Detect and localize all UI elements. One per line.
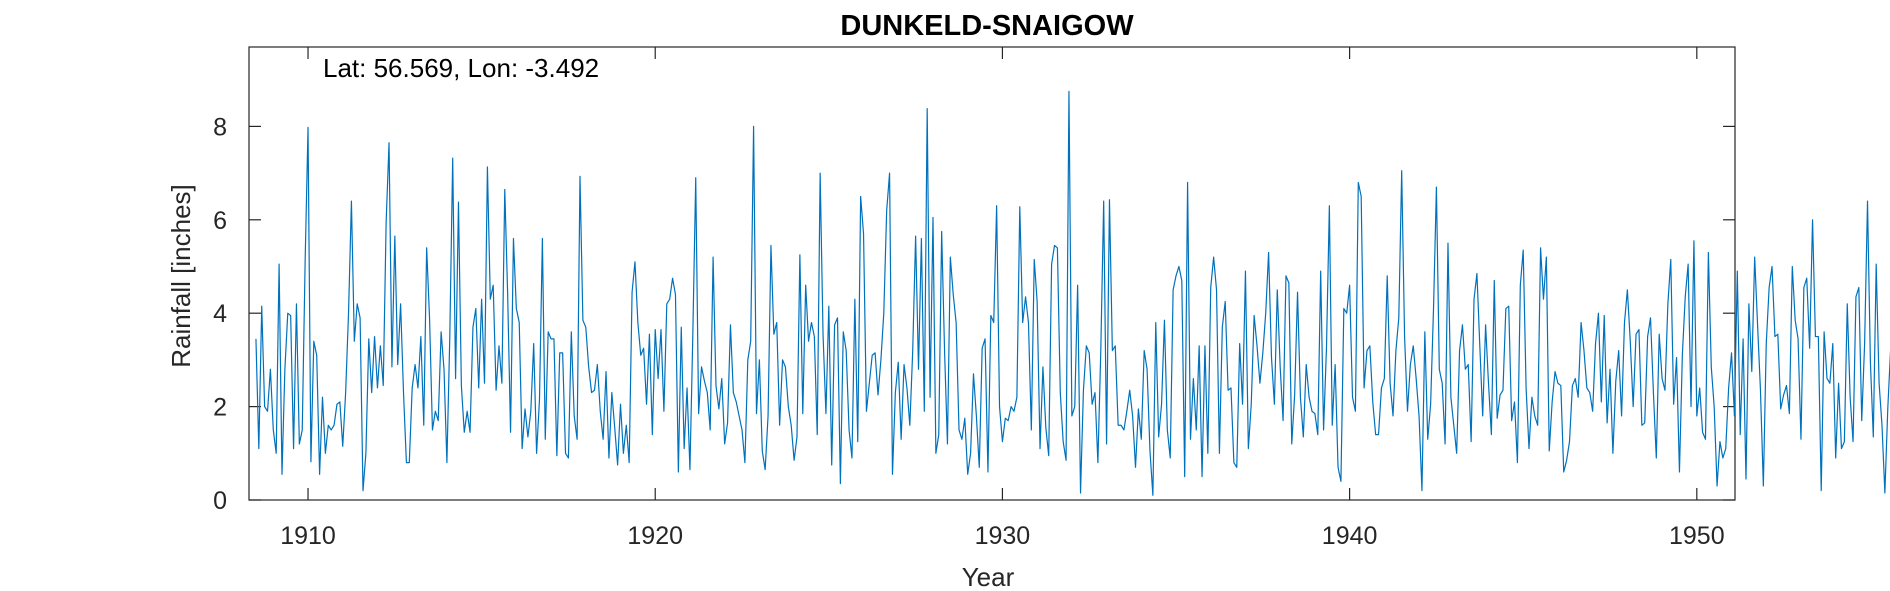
- y-tick-label: 2: [213, 394, 227, 422]
- axes: 1910 1920 1930 1940 1950 0 2 4 6 8: [213, 46, 1736, 550]
- plot-frame: [248, 46, 1736, 501]
- y-tick-label: 0: [213, 487, 227, 515]
- y-tick-label: 8: [213, 113, 227, 141]
- x-tick-label: 1920: [627, 522, 683, 550]
- x-tick-label: 1940: [1322, 522, 1378, 550]
- plot-area: [255, 90, 1890, 496]
- x-tick-label: 1950: [1669, 522, 1725, 550]
- y-tick-label: 6: [213, 207, 227, 235]
- y-tick-label: 4: [213, 300, 227, 328]
- chart-title: DUNKELD-SNAIGOW: [840, 10, 1134, 42]
- x-tick-label: 1930: [975, 522, 1031, 550]
- rainfall-series-line: [255, 90, 1890, 496]
- y-axis-label: Rainfall [inches]: [166, 184, 196, 368]
- x-axis-label: Year: [962, 562, 1015, 591]
- station-coordinates-annotation: Lat: 56.569, Lon: -3.492: [323, 53, 599, 83]
- x-tick-label: 1910: [280, 522, 336, 550]
